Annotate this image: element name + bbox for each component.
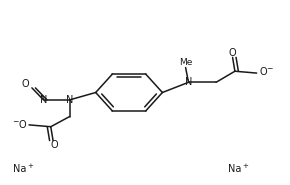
Text: O: O [50,140,58,150]
Text: Na: Na [13,164,26,174]
Text: N: N [39,95,47,105]
Text: +: + [242,164,248,169]
Text: O: O [259,67,267,77]
Text: O: O [19,120,26,130]
Text: Me: Me [179,58,193,67]
Text: −: − [12,117,18,126]
Text: +: + [27,164,33,169]
Text: N: N [66,95,73,105]
Text: Na: Na [228,164,242,174]
Text: O: O [229,48,236,58]
Text: −: − [267,65,273,73]
Text: O: O [22,79,29,89]
Text: N: N [185,77,192,87]
